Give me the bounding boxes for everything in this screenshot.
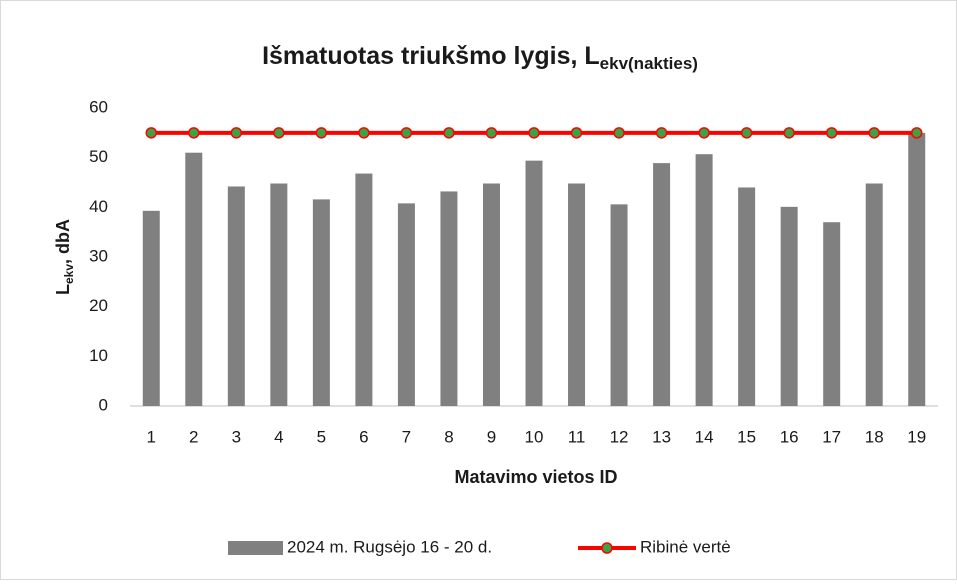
y-label-unit: , dbA <box>53 219 73 264</box>
line-marker <box>740 127 753 139</box>
bar <box>653 163 671 406</box>
bar <box>738 187 756 406</box>
line-marker <box>613 127 625 139</box>
line-marker <box>273 127 285 139</box>
x-tick-label: 3 <box>232 427 241 446</box>
x-tick-label: 11 <box>568 427 586 446</box>
line-marker <box>698 127 710 139</box>
x-tick-label: 9 <box>487 427 496 446</box>
y-tick-label: 0 <box>99 395 108 414</box>
line-marker <box>783 127 795 139</box>
x-tick-label: 17 <box>822 427 841 446</box>
y-tick-label: 30 <box>89 246 108 265</box>
bar <box>823 222 841 406</box>
line-marker <box>315 127 328 139</box>
bar <box>525 160 543 406</box>
line-marker <box>570 127 583 139</box>
x-tick-label: 8 <box>444 427 453 446</box>
x-tick-label: 4 <box>274 427 283 446</box>
line-marker <box>655 127 668 139</box>
bar <box>142 210 160 406</box>
line-marker <box>400 127 413 139</box>
bar <box>695 154 713 406</box>
legend-marker <box>601 542 613 554</box>
chart-title: Išmatuotas triukšmo lygis, Lekv(nakties) <box>262 42 698 74</box>
x-tick-label: 15 <box>737 427 756 446</box>
legend-label: 2024 m. Rugsėjo 16 - 20 d. <box>287 537 492 556</box>
bar <box>610 204 628 406</box>
title-main: Išmatuotas triukšmo lygis, L <box>262 42 600 70</box>
line-marker <box>825 127 838 139</box>
x-tick-label: 18 <box>865 427 884 446</box>
bar <box>865 183 883 406</box>
x-tick-label: 7 <box>402 427 411 446</box>
legend-swatch <box>228 541 283 555</box>
y-tick-label: 20 <box>89 296 108 315</box>
y-tick-label: 10 <box>89 346 108 365</box>
line-marker <box>868 127 880 139</box>
bar <box>185 152 203 406</box>
y-axis-label: Lekv, dbA <box>53 219 76 295</box>
y-label-subscript: ekv <box>62 264 76 284</box>
line-marker <box>485 127 498 139</box>
y-tick-label: 50 <box>89 147 108 166</box>
x-axis-label: Matavimo vietos ID <box>454 467 617 487</box>
x-tick-label: 16 <box>780 427 799 446</box>
x-tick-label: 1 <box>147 427 156 446</box>
title-subscript: ekv(nakties) <box>600 54 698 73</box>
y-tick-label: 40 <box>89 197 108 216</box>
line-marker <box>443 127 455 139</box>
x-tick-label: 12 <box>610 427 629 446</box>
bar <box>780 206 798 406</box>
bar <box>568 183 586 406</box>
x-tick-label: 5 <box>317 427 326 446</box>
y-label-main: L <box>53 284 73 295</box>
bar <box>908 132 926 407</box>
y-tick-label: 60 <box>89 97 108 116</box>
x-tick-label: 14 <box>695 427 714 446</box>
bar <box>312 199 330 406</box>
legend-label: Ribinė vertė <box>640 537 731 556</box>
bar <box>270 183 288 406</box>
line-marker <box>230 127 243 139</box>
bar <box>397 203 415 406</box>
bar <box>355 173 373 406</box>
x-tick-label: 2 <box>189 427 198 446</box>
line-marker <box>910 127 923 139</box>
line-marker <box>188 127 200 139</box>
x-tick-label: 6 <box>359 427 368 446</box>
line-marker <box>145 127 158 139</box>
x-tick-label: 19 <box>907 427 926 446</box>
x-tick-label: 10 <box>525 427 544 446</box>
line-marker <box>528 127 540 139</box>
line-marker <box>358 127 370 139</box>
bar <box>227 186 245 406</box>
bar <box>482 183 500 406</box>
x-tick-label: 13 <box>652 427 671 446</box>
bar <box>440 191 458 406</box>
